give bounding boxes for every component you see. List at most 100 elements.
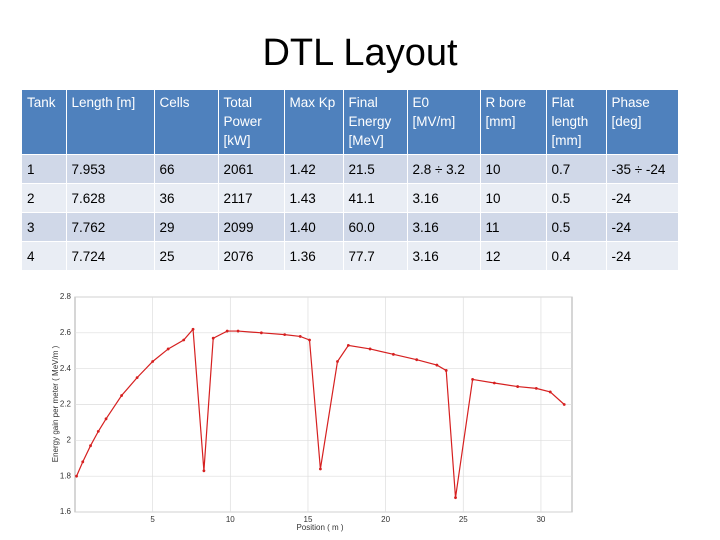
header-cell: R bore [mm] bbox=[480, 90, 547, 155]
table-cell: 1.43 bbox=[284, 183, 344, 213]
header-cell: Phase [deg] bbox=[606, 90, 679, 155]
data-line bbox=[76, 327, 565, 498]
x-tick-label: 5 bbox=[150, 515, 155, 524]
header-cell: E0 [MV/m] bbox=[407, 90, 481, 155]
x-tick-label: 10 bbox=[226, 515, 235, 524]
data-point bbox=[534, 386, 538, 390]
header-cell: Final Energy [MeV] bbox=[343, 90, 408, 155]
data-point bbox=[346, 343, 350, 347]
data-point bbox=[166, 347, 170, 351]
table-cell: 12 bbox=[480, 241, 547, 270]
y-tick-label: 1.8 bbox=[60, 471, 72, 480]
table-cell: -24 bbox=[606, 212, 679, 242]
header-cell: Tank bbox=[22, 90, 67, 155]
table-cell: -24 bbox=[606, 241, 679, 270]
data-point bbox=[151, 360, 155, 363]
data-point bbox=[135, 376, 139, 380]
slide-title: DTL Layout bbox=[262, 32, 458, 74]
header-cell: Length [m] bbox=[66, 90, 155, 155]
x-tick-label: 30 bbox=[536, 515, 545, 524]
table-cell: 2 bbox=[22, 183, 67, 213]
tank-table: Tank Length [m] Cells Total Power [kW] Max K… bbox=[22, 90, 679, 270]
x-axis-label: Position ( m ) bbox=[296, 523, 343, 532]
table-row: 2 7.628 36 2117 1.43 41.1 3.16 10 0.5 -24 bbox=[22, 183, 679, 213]
table-cell: 21.5 bbox=[343, 154, 408, 184]
data-point bbox=[415, 358, 419, 362]
y-tick-label: 2.6 bbox=[60, 328, 72, 337]
table-cell: 0.5 bbox=[546, 183, 607, 213]
table-cell: 7.628 bbox=[66, 183, 155, 213]
table-cell: 7.762 bbox=[66, 212, 155, 242]
table-cell: 2.8 ÷ 3.2 bbox=[407, 154, 481, 184]
data-point bbox=[75, 474, 78, 478]
data-point bbox=[492, 381, 496, 385]
table-cell: 11 bbox=[480, 212, 547, 242]
table-row: 1 7.953 66 2061 1.42 21.5 2.8 ÷ 3.2 10 0.7 -35 ÷ … bbox=[22, 154, 679, 184]
table-cell: 41.1 bbox=[343, 183, 408, 213]
data-point bbox=[225, 329, 229, 333]
table-row: 3 7.762 29 2099 1.40 60.0 3.16 11 0.5 -24 bbox=[22, 212, 679, 242]
table-cell: 2099 bbox=[218, 212, 285, 242]
table-cell: 1.42 bbox=[284, 154, 344, 184]
table-cell: 2061 bbox=[218, 154, 285, 184]
header-cell: Flat length [mm] bbox=[546, 90, 607, 155]
data-point bbox=[120, 394, 123, 397]
table-cell: 66 bbox=[154, 154, 219, 184]
y-axis-label: Energy gain per meter ( MeV/m ) bbox=[51, 345, 60, 462]
x-tick-label: 20 bbox=[381, 515, 390, 524]
data-point bbox=[444, 369, 448, 372]
table-cell: 3.16 bbox=[407, 241, 481, 270]
table-cell: 1.36 bbox=[284, 241, 344, 270]
data-point bbox=[96, 429, 100, 433]
table-cell: 4 bbox=[22, 241, 67, 270]
data-point bbox=[89, 444, 92, 448]
data-point bbox=[298, 335, 302, 338]
data-point bbox=[548, 390, 552, 394]
table-cell: 36 bbox=[154, 183, 219, 213]
x-tick-label: 15 bbox=[304, 515, 313, 524]
data-point bbox=[391, 352, 395, 356]
table-cell: 0.7 bbox=[546, 154, 607, 184]
data-point bbox=[516, 385, 520, 388]
data-point bbox=[435, 363, 439, 367]
table-cell: 10 bbox=[480, 154, 547, 184]
table-body: 1 7.953 66 2061 1.42 21.5 2.8 ÷ 3.2 10 0.7 -35 ÷ … bbox=[22, 154, 679, 270]
table-cell: 0.4 bbox=[546, 241, 607, 270]
header-cell: Cells bbox=[154, 90, 219, 155]
x-tick-label: 25 bbox=[459, 515, 468, 524]
data-point bbox=[81, 460, 85, 464]
header-cell: Max Kp bbox=[284, 90, 344, 155]
table-cell: -24 bbox=[606, 183, 679, 213]
y-tick-label: 1.6 bbox=[60, 507, 72, 516]
data-point bbox=[471, 378, 474, 381]
data-point bbox=[336, 360, 339, 363]
table-cell: 77.7 bbox=[343, 241, 408, 270]
data-point bbox=[182, 338, 186, 342]
y-tick-label: 2.4 bbox=[60, 364, 72, 373]
table-cell: 3.16 bbox=[407, 183, 481, 213]
data-point bbox=[104, 417, 108, 421]
data-point bbox=[202, 469, 206, 473]
data-point bbox=[259, 331, 263, 335]
data-point bbox=[318, 467, 322, 471]
data-point bbox=[454, 496, 457, 500]
table-cell: 3 bbox=[22, 212, 67, 242]
data-point bbox=[283, 333, 287, 337]
table-cell: 29 bbox=[154, 212, 219, 242]
table-cell: 3.16 bbox=[407, 212, 481, 242]
data-point bbox=[191, 327, 195, 331]
y-tick-label: 2.8 bbox=[60, 292, 72, 301]
table-cell: 25 bbox=[154, 241, 219, 270]
table-cell: 0.5 bbox=[546, 212, 607, 242]
header-cell: Total Power [kW] bbox=[218, 90, 285, 155]
table-cell: -35 ÷ -24 bbox=[606, 154, 679, 184]
table-cell: 1 bbox=[22, 154, 67, 184]
header-row: Tank Length [m] Cells Total Power [kW] Max K… bbox=[22, 90, 679, 155]
table-cell: 2117 bbox=[218, 183, 285, 213]
table-row: 4 7.724 25 2076 1.36 77.7 3.16 12 0.4 -24 bbox=[22, 241, 679, 270]
table-cell: 2076 bbox=[218, 241, 285, 270]
data-point bbox=[562, 403, 566, 406]
table-cell: 60.0 bbox=[343, 212, 408, 242]
